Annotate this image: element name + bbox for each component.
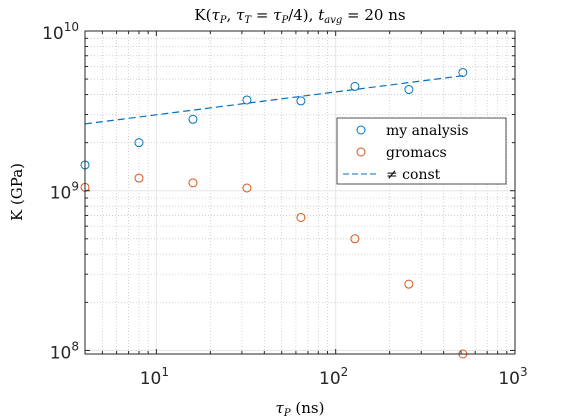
point-my-analysis	[188, 114, 198, 124]
point-gromacs	[134, 173, 144, 183]
point-gromacs	[242, 183, 252, 193]
point-gromacs	[188, 178, 198, 188]
legend: my analysis gromacs ≠ const	[336, 117, 507, 185]
y-tick-label: 1010	[42, 20, 79, 44]
y-tick-label: 108	[50, 339, 79, 363]
data-layer	[80, 67, 468, 359]
legend-label-my-analysis: my analysis	[386, 123, 469, 139]
chart-title: K(τP, τT = τP/4), tavg = 20 ns	[194, 6, 405, 26]
legend-label-gromacs: gromacs	[386, 145, 447, 161]
point-my-analysis	[458, 67, 468, 77]
point-my-analysis	[242, 95, 252, 105]
axes-box	[84, 30, 516, 355]
x-axis-label: τP (ns)	[276, 399, 325, 419]
x-tick-label: 102	[319, 365, 348, 389]
point-my-analysis	[296, 96, 306, 106]
x-tick-label: 103	[498, 365, 527, 389]
ticks: 101 102 103 108 109 1010	[42, 20, 528, 389]
point-gromacs	[350, 234, 360, 244]
y-axis-label: K (GPa)	[8, 163, 26, 221]
point-my-analysis	[404, 85, 414, 95]
legend-marker-my-analysis	[356, 125, 366, 135]
y-tick-label: 109	[50, 180, 79, 204]
point-gromacs	[296, 212, 306, 222]
point-gromacs	[404, 279, 414, 289]
x-tick-label: 101	[140, 365, 169, 389]
fit-line	[84, 75, 463, 125]
point-my-analysis	[134, 138, 144, 148]
plot-area	[85, 31, 515, 354]
legend-label-fit: ≠ const	[386, 167, 441, 183]
legend-marker-gromacs	[356, 147, 366, 157]
point-my-analysis	[350, 81, 360, 91]
